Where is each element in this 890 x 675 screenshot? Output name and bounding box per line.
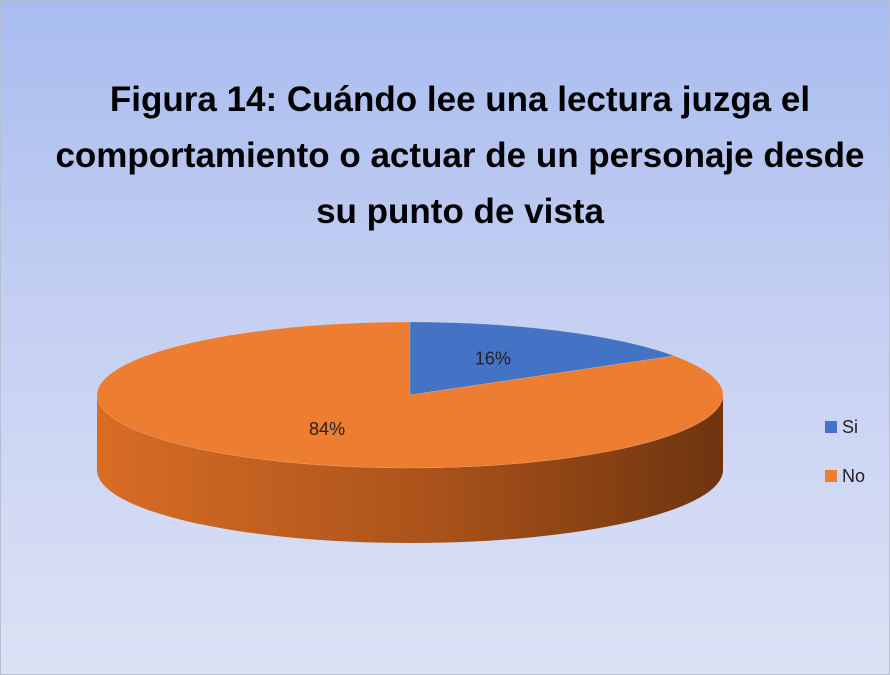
- pie-slice-side: [97, 395, 723, 543]
- data-label: 84%: [309, 419, 345, 439]
- chart-title: Figura 14: Cuándo lee una lectura juzga …: [55, 80, 865, 231]
- pie-slice: [96, 321, 724, 469]
- legend-swatch: [825, 470, 837, 482]
- legend-label: No: [842, 466, 865, 486]
- data-label: 16%: [475, 349, 511, 369]
- legend-swatch: [825, 421, 837, 433]
- legend-label: Si: [842, 417, 858, 437]
- pie-slice: [409, 321, 675, 396]
